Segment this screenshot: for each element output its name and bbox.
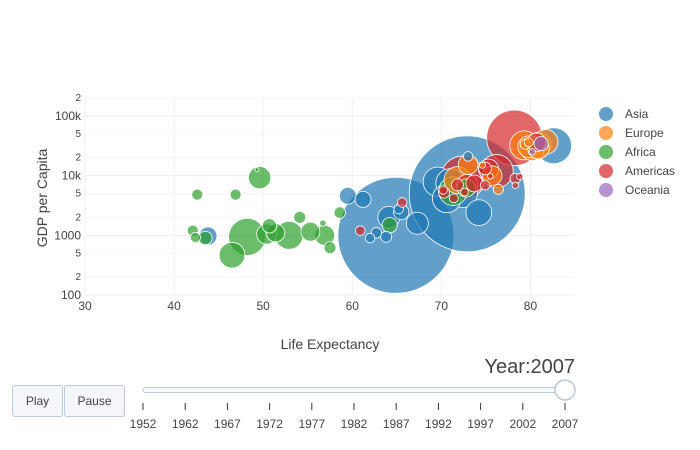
bubble-europe <box>523 137 534 148</box>
play-button[interactable]: Play <box>12 385 63 417</box>
bubble-asia <box>338 186 357 205</box>
bubble-oceania <box>533 136 549 152</box>
bubble-africa <box>229 188 242 201</box>
x-tick-label: 30 <box>78 299 92 313</box>
slider-rail <box>142 387 566 393</box>
x-tick-label: 60 <box>346 299 360 313</box>
bubble-americas <box>511 181 519 189</box>
bubble-africa <box>218 241 246 269</box>
bubble-africa <box>300 221 321 242</box>
bubble-americas <box>396 197 408 208</box>
year-slider[interactable]: 1952 1962 1967 1972 1977 1982 1987 1992 1997 2002… <box>130 379 579 431</box>
y-minor-tick-label: 2 <box>75 272 81 283</box>
y-minor-tick-label: 5 <box>75 189 81 200</box>
y-minor-tick-label: 5 <box>75 248 81 259</box>
bubble-americas <box>438 185 448 195</box>
bubble-asia <box>405 211 429 235</box>
bubble-africa <box>333 206 346 219</box>
legend-label-americas: Americas <box>625 164 675 178</box>
y-axis-title: GDP per Capita <box>34 149 50 248</box>
bubble-asia <box>380 230 393 243</box>
bubble-americas <box>487 173 494 180</box>
x-axis-title: Life Expectancy <box>281 336 380 352</box>
legend: Asia Europe Africa Americas Oceania <box>599 107 675 197</box>
bubble-africa <box>254 167 260 173</box>
legend-marker-asia <box>599 107 613 121</box>
bubble-americas <box>516 172 524 181</box>
legend-label-asia: Asia <box>625 107 649 121</box>
slider-tick-label: 1977 <box>298 417 325 431</box>
y-minor-tick-label: 2 <box>75 212 81 223</box>
y-tick-label: 100k <box>55 109 82 123</box>
bubble-oceania <box>528 148 536 156</box>
legend-marker-oceania <box>599 183 613 197</box>
pause-button[interactable]: Pause <box>64 385 125 417</box>
y-tick-label: 100 <box>61 288 81 302</box>
bubble-americas <box>355 225 366 236</box>
y-tick-label: 10k <box>62 169 82 183</box>
legend-marker-americas <box>599 164 613 178</box>
legend-label-oceania: Oceania <box>625 183 670 197</box>
slider-tick-label: 2007 <box>552 417 579 431</box>
bubble-africa <box>293 210 307 224</box>
bubble-africa <box>261 218 277 234</box>
bubble-asia <box>364 232 376 244</box>
x-tick-label: 40 <box>167 299 181 313</box>
axes: 30 40 50 60 70 80 100 1000 10k 100k 2 5 2 5 2 5 2 <box>54 93 537 313</box>
slider-current-value: Year:2007 <box>485 356 575 378</box>
slider-tick-label: 1987 <box>383 417 410 431</box>
slider-tick-label: 1997 <box>467 417 494 431</box>
bubble-europe <box>492 183 504 195</box>
slider-tick-label: 1992 <box>425 417 452 431</box>
bubble-layer <box>186 109 573 294</box>
y-tick-label: 1000 <box>54 228 81 242</box>
bubble-africa <box>190 232 201 243</box>
y-minor-tick-label: 2 <box>75 153 81 164</box>
slider-tick-label: 1962 <box>172 417 199 431</box>
y-minor-tick-label: 5 <box>75 129 81 140</box>
bubble-africa <box>323 241 337 255</box>
x-tick-label: 50 <box>257 299 271 313</box>
bubble-africa <box>191 188 204 201</box>
bubble-africa <box>381 217 398 234</box>
bubble-americas <box>479 180 491 191</box>
bubble-europe <box>478 161 486 169</box>
slider-year: 2007 <box>531 356 576 378</box>
bubble-asia <box>465 199 493 226</box>
legend-marker-africa <box>599 145 613 159</box>
bubble-asia <box>354 191 372 208</box>
slider-tick-label: 1952 <box>130 417 157 431</box>
bubble-americas <box>460 187 469 197</box>
slider-tick-label: 2002 <box>509 417 536 431</box>
y-minor-tick-label: 2 <box>75 93 81 104</box>
legend-marker-europe <box>599 126 613 140</box>
x-tick-label: 80 <box>524 299 538 313</box>
bubble-asia <box>462 151 474 162</box>
slider-tick-label: 1972 <box>256 417 283 431</box>
slider-tick-label: 1967 <box>214 417 241 431</box>
slider-handle[interactable] <box>554 379 576 401</box>
slider-tick-label: 1982 <box>341 417 368 431</box>
bubble-americas <box>448 193 459 204</box>
legend-label-europe: Europe <box>625 126 664 140</box>
bubble-americas <box>451 178 464 192</box>
x-tick-label: 70 <box>435 299 449 313</box>
slider-prefix: Year: <box>485 356 531 378</box>
bubble-africa <box>319 219 327 227</box>
legend-label-africa: Africa <box>625 145 656 159</box>
bubble-africa <box>248 166 272 190</box>
